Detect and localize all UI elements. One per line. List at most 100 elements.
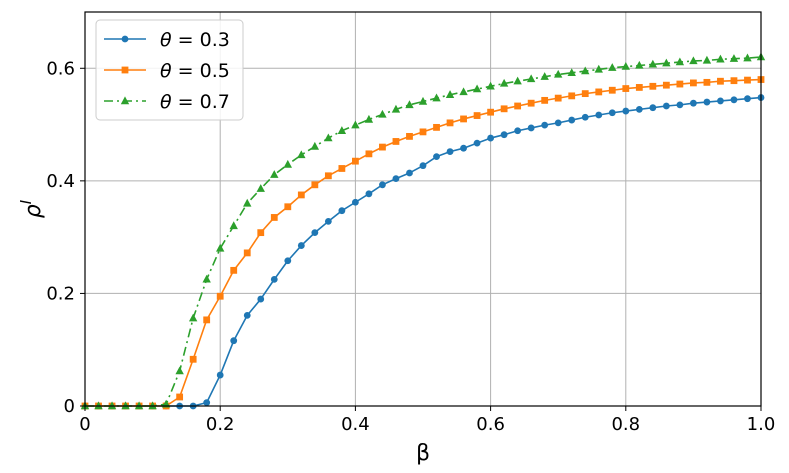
data-point — [717, 77, 724, 85]
data-point — [730, 77, 738, 85]
data-point — [622, 107, 630, 115]
data-point — [514, 102, 522, 110]
data-point — [649, 104, 657, 112]
data-point — [446, 119, 454, 127]
x-tick-label: 0.4 — [341, 414, 370, 435]
data-point — [459, 87, 468, 96]
y-axis-label-sup: I — [17, 199, 35, 204]
y-tick-label: 0.6 — [46, 58, 75, 79]
data-point — [230, 266, 238, 274]
data-point — [662, 58, 671, 67]
data-point — [703, 98, 711, 106]
data-point — [107, 401, 117, 410]
data-point — [690, 79, 697, 87]
legend-label-value: = 0.7 — [172, 91, 230, 113]
data-point — [541, 96, 549, 104]
data-point — [230, 337, 238, 345]
data-point — [608, 109, 616, 117]
data-point — [134, 401, 144, 410]
data-point — [730, 96, 738, 104]
data-point — [622, 85, 630, 92]
data-point — [365, 190, 373, 198]
data-point — [433, 123, 440, 131]
data-point — [406, 169, 413, 177]
data-point — [176, 393, 184, 401]
legend-label-theta: θ — [160, 91, 172, 113]
data-point — [189, 355, 197, 363]
data-point — [540, 72, 549, 80]
data-point — [486, 81, 495, 90]
legend: θ = 0.3 θ = 0.5 θ = 0.7 — [95, 19, 244, 121]
y-tick-label: 0.4 — [46, 171, 75, 192]
data-point — [541, 121, 549, 129]
data-point — [270, 275, 278, 283]
series-line — [85, 56, 762, 407]
legend-entry: θ = 0.3 — [104, 29, 230, 51]
data-point — [270, 170, 279, 178]
data-point — [188, 313, 198, 322]
series-1 — [81, 94, 765, 410]
legend-label-theta: θ — [160, 29, 172, 51]
data-point — [311, 181, 319, 189]
data-point — [635, 105, 643, 113]
data-point — [283, 159, 292, 168]
x-tick-label: 0.2 — [206, 414, 235, 435]
x-tick-label: 0 — [79, 414, 90, 435]
data-point — [391, 104, 401, 113]
legend-label-value: = 0.3 — [172, 29, 230, 51]
data-point — [554, 94, 562, 102]
legend-label: θ = 0.5 — [160, 60, 230, 82]
data-point — [392, 175, 400, 183]
data-point — [460, 144, 467, 152]
data-point — [472, 84, 482, 93]
data-point — [337, 126, 347, 134]
data-point — [568, 116, 576, 124]
series-2 — [81, 76, 765, 410]
data-point — [379, 143, 386, 151]
data-point — [744, 76, 751, 84]
data-point — [324, 172, 332, 180]
data-point — [676, 101, 684, 109]
x-tick-label: 1.0 — [747, 414, 776, 435]
data-point — [94, 401, 103, 410]
x-tick-label: 0.6 — [476, 414, 505, 435]
data-point — [257, 295, 265, 303]
data-point — [581, 66, 590, 75]
data-point — [406, 132, 413, 140]
data-point — [311, 229, 319, 237]
data-point — [445, 90, 455, 98]
data-point — [203, 399, 211, 407]
data-point — [568, 92, 576, 100]
data-point — [608, 86, 616, 94]
data-point — [446, 148, 454, 155]
data-point — [729, 54, 739, 62]
data-point — [473, 139, 481, 147]
data-point — [419, 162, 427, 170]
data-point — [392, 138, 400, 145]
data-point — [338, 207, 346, 215]
data-point — [526, 74, 536, 83]
data-point — [487, 108, 494, 116]
data-point — [351, 120, 360, 129]
data-point — [148, 401, 157, 410]
data-point — [418, 96, 428, 105]
legend-entry: θ = 0.5 — [104, 60, 230, 82]
data-point — [284, 203, 292, 211]
x-axis-label: β — [416, 441, 430, 466]
data-point — [581, 90, 589, 98]
data-point — [500, 105, 508, 113]
data-point — [379, 181, 386, 189]
series-3 — [80, 52, 766, 410]
legend-marker — [120, 96, 130, 105]
data-point — [433, 153, 440, 161]
data-point — [121, 401, 130, 410]
data-point — [567, 68, 576, 76]
data-point — [595, 111, 603, 119]
data-point — [216, 292, 224, 300]
data-point — [635, 60, 644, 69]
data-point — [352, 198, 359, 206]
data-point — [594, 64, 603, 73]
plot-frame — [84, 11, 762, 407]
